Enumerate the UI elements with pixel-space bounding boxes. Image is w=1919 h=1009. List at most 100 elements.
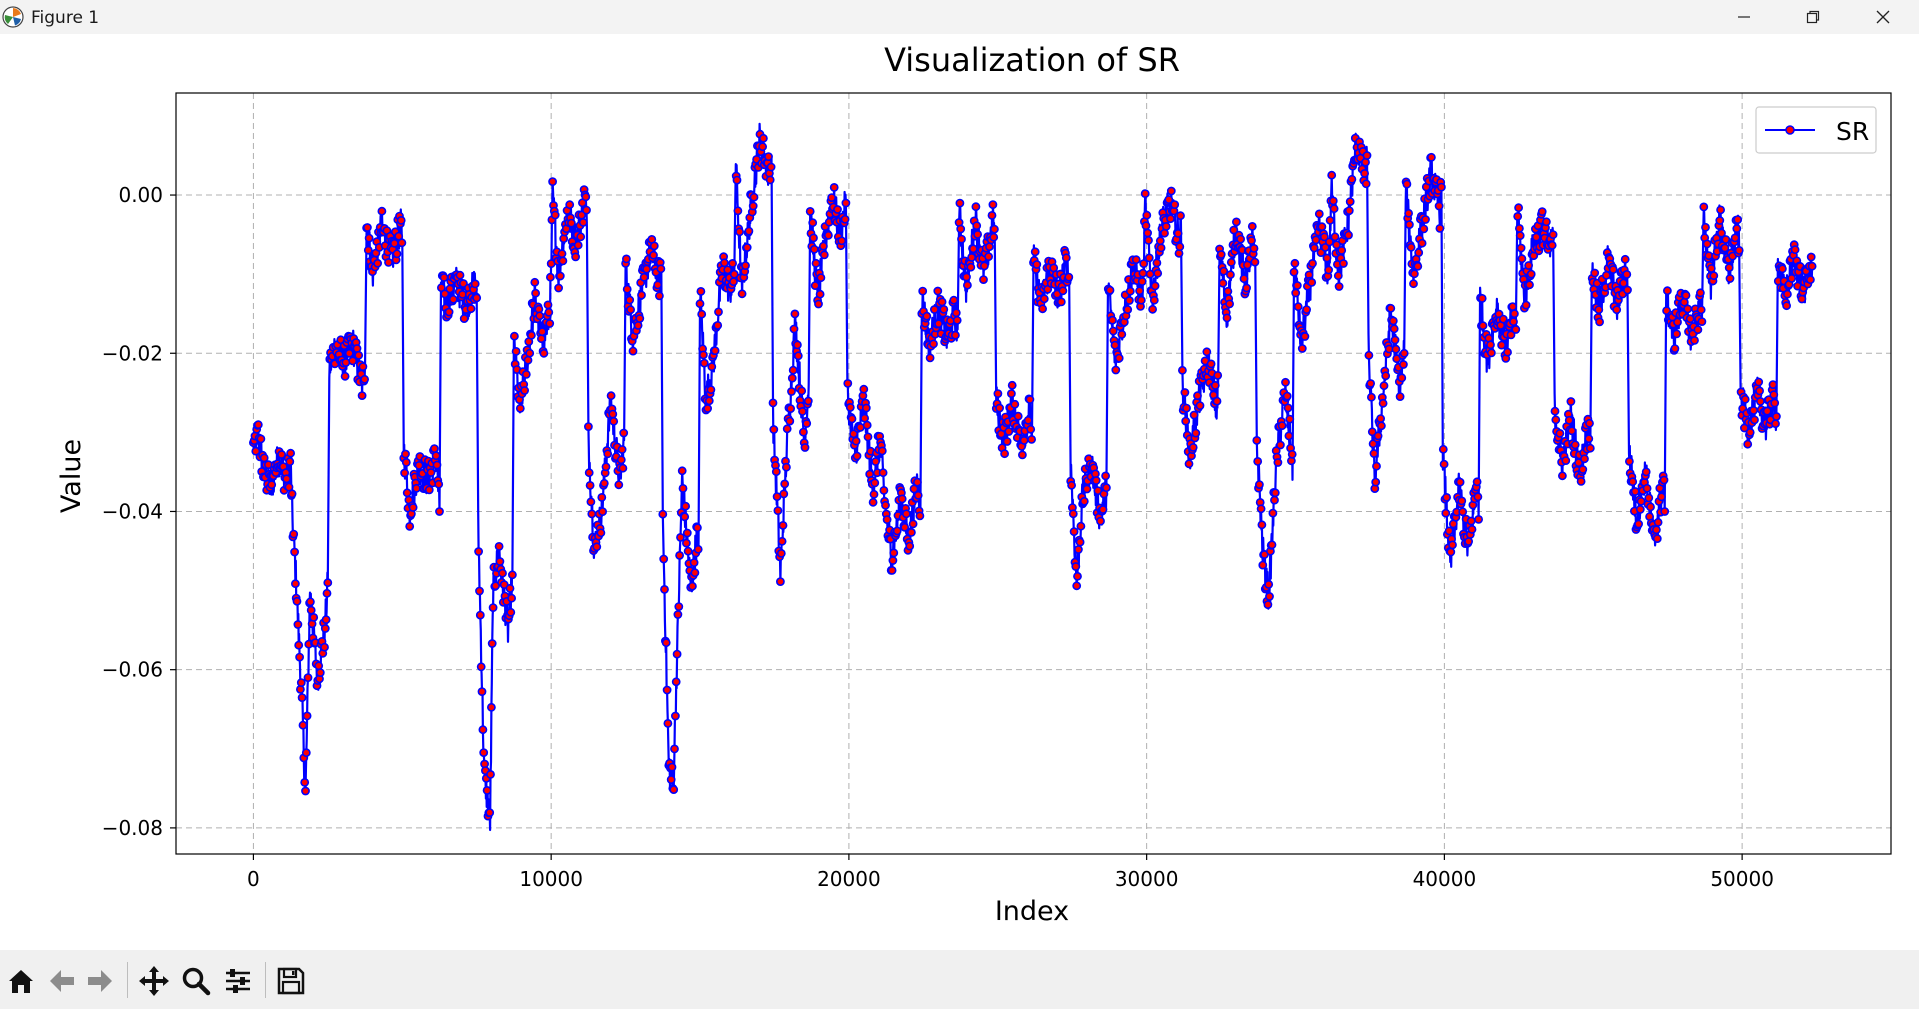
data-point xyxy=(653,280,663,290)
data-point xyxy=(1256,504,1266,514)
zoom-button[interactable] xyxy=(179,964,213,998)
data-point xyxy=(682,538,691,548)
figure-canvas[interactable]: 0 10000 20000 30000 40000 50000 0.00 −0.02 −0.04… xyxy=(0,34,1919,950)
data-point xyxy=(1762,406,1772,416)
x-axis-label: Index xyxy=(995,896,1069,927)
data-point xyxy=(619,428,629,438)
data-point xyxy=(1749,405,1758,415)
data-point xyxy=(1110,340,1120,350)
data-point xyxy=(966,262,976,272)
data-point xyxy=(565,200,575,210)
data-point xyxy=(495,557,505,566)
data-point xyxy=(1141,221,1151,231)
data-point xyxy=(1072,581,1082,591)
data-point xyxy=(1548,230,1558,239)
data-point xyxy=(1226,270,1235,280)
data-point xyxy=(1608,265,1618,274)
line-chart[interactable]: 0 10000 20000 30000 40000 50000 0.00 −0.02 −0.04… xyxy=(0,34,1919,950)
data-point xyxy=(1079,496,1089,506)
data-point xyxy=(785,416,795,426)
data-point xyxy=(439,273,449,282)
data-point xyxy=(1297,344,1307,353)
data-point xyxy=(384,257,393,267)
y-tick-label: 0.00 xyxy=(118,183,163,207)
back-button[interactable] xyxy=(45,964,79,998)
data-point xyxy=(655,291,664,301)
data-point xyxy=(1683,304,1693,314)
data-point xyxy=(1325,237,1334,247)
data-point xyxy=(782,462,791,472)
close-button[interactable] xyxy=(1853,0,1913,34)
home-button[interactable] xyxy=(4,964,38,998)
data-point xyxy=(1376,414,1385,423)
data-point xyxy=(1161,221,1171,231)
data-point xyxy=(1509,317,1518,327)
data-point xyxy=(1180,388,1190,397)
data-point xyxy=(1170,200,1180,209)
data-point xyxy=(609,416,619,426)
data-point xyxy=(962,272,971,282)
data-point xyxy=(1108,315,1117,325)
data-point xyxy=(1229,225,1239,235)
data-point xyxy=(819,241,828,251)
data-point xyxy=(913,490,923,500)
restore-button[interactable] xyxy=(1783,0,1843,34)
data-point xyxy=(672,649,682,659)
data-point xyxy=(1395,392,1405,401)
data-point xyxy=(811,258,821,268)
data-point xyxy=(555,271,565,281)
data-point xyxy=(1620,254,1630,264)
configure-subplots-button[interactable] xyxy=(221,964,255,998)
data-point xyxy=(474,547,483,556)
data-point xyxy=(782,424,792,434)
data-point xyxy=(1325,215,1335,225)
data-point xyxy=(1525,280,1534,290)
data-point xyxy=(843,378,853,388)
data-point xyxy=(803,396,813,406)
data-point xyxy=(676,532,685,542)
data-point xyxy=(482,786,492,795)
pan-button[interactable] xyxy=(137,964,171,998)
x-tick-label: 40000 xyxy=(1413,867,1477,891)
data-point xyxy=(1027,434,1036,444)
x-tick-label: 0 xyxy=(247,867,260,891)
data-point xyxy=(1567,426,1577,436)
data-point xyxy=(401,457,411,467)
data-point xyxy=(1413,261,1423,271)
data-point xyxy=(1337,245,1347,255)
data-point xyxy=(765,175,775,185)
y-tick-label: −0.02 xyxy=(102,341,163,365)
data-point xyxy=(1628,477,1638,487)
data-point xyxy=(1526,269,1536,279)
save-floppy-icon xyxy=(277,967,305,995)
data-point xyxy=(1508,302,1518,311)
data-point xyxy=(660,585,669,594)
forward-button[interactable] xyxy=(83,964,117,998)
data-point xyxy=(729,269,739,279)
data-point xyxy=(475,610,485,620)
data-point xyxy=(289,529,299,539)
data-point xyxy=(1178,365,1187,375)
data-point xyxy=(466,304,476,314)
data-point xyxy=(1623,285,1632,295)
minimize-button[interactable] xyxy=(1714,0,1774,34)
data-point xyxy=(1516,243,1526,253)
data-point xyxy=(776,549,786,558)
data-point xyxy=(979,275,988,284)
data-point xyxy=(364,233,374,243)
data-point xyxy=(1377,421,1386,431)
save-button[interactable] xyxy=(274,964,308,998)
data-point xyxy=(1578,465,1588,474)
data-point xyxy=(1515,223,1524,233)
data-point xyxy=(758,142,767,152)
data-point xyxy=(1435,223,1445,233)
data-point xyxy=(1193,391,1202,401)
data-point xyxy=(267,480,277,490)
data-point xyxy=(1790,245,1800,255)
data-point xyxy=(429,444,439,453)
data-point xyxy=(389,238,399,248)
data-point xyxy=(1807,261,1817,271)
data-point xyxy=(557,249,567,259)
data-point xyxy=(315,668,325,677)
data-point xyxy=(666,775,676,784)
